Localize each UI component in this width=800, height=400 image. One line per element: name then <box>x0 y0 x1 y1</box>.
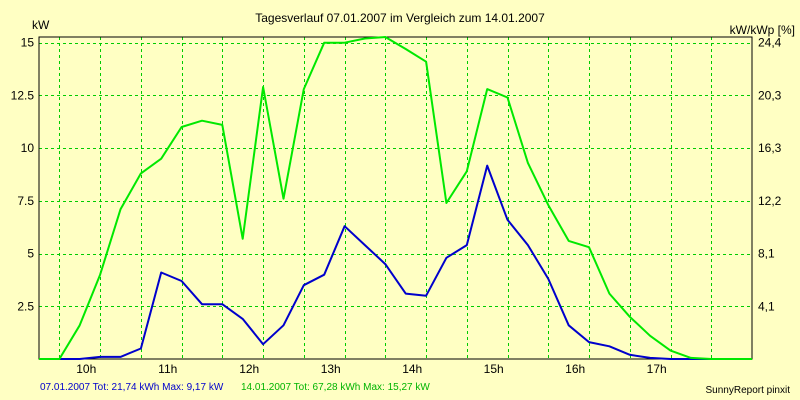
y-left-tick-label: 5 <box>27 247 34 261</box>
gridlines <box>39 37 752 359</box>
x-tick-label: 11h <box>158 362 177 376</box>
x-tick-label: 15h <box>484 362 504 376</box>
y-right-tick-label: 8,1 <box>758 247 775 261</box>
footer-credit: SunnyReport pinxit <box>705 385 791 396</box>
x-tick-label: 12h <box>239 362 259 376</box>
y-right-tick-label: 20,3 <box>758 88 782 102</box>
axis-ticks: 2.5 5 7.5 10 12.5 15 4,1 8,1 12,2 16,3 20,3 24,4 10h… <box>11 36 782 376</box>
y-left-tick-label: 7.5 <box>17 194 34 208</box>
y-right-tick-label: 24,4 <box>758 36 782 50</box>
footer-series1-summary: 07.01.2007 Tot: 21,74 kWh Max: 9,17 kW <box>40 382 224 393</box>
y-right-tick-label: 4,1 <box>758 299 775 313</box>
y-axis-right-label: kW/kWp [%] <box>730 23 795 37</box>
y-right-tick-label: 12,2 <box>758 194 782 208</box>
series-lines <box>39 36 752 360</box>
y-left-tick-label: 10 <box>21 141 35 155</box>
y-left-tick-label: 15 <box>21 36 35 50</box>
x-tick-label: 16h <box>565 362 585 376</box>
series-line-1 <box>59 164 752 360</box>
plot-frame <box>38 36 753 360</box>
footer-series2-summary: 14.01.2007 Tot: 67,28 kWh Max: 15,27 kW <box>241 382 430 393</box>
y-axis-left-label: kW <box>32 18 50 32</box>
x-tick-label: 13h <box>321 362 341 376</box>
x-tick-label: 14h <box>402 362 422 376</box>
series-line-2 <box>39 36 752 360</box>
chart-title: Tagesverlauf 07.01.2007 im Vergleich zum… <box>255 11 545 25</box>
y-left-tick-label: 12.5 <box>11 88 35 102</box>
x-tick-label: 10h <box>76 362 96 376</box>
y-right-tick-label: 16,3 <box>758 141 782 155</box>
x-tick-label: 17h <box>647 362 667 376</box>
y-left-tick-label: 2.5 <box>17 299 34 313</box>
